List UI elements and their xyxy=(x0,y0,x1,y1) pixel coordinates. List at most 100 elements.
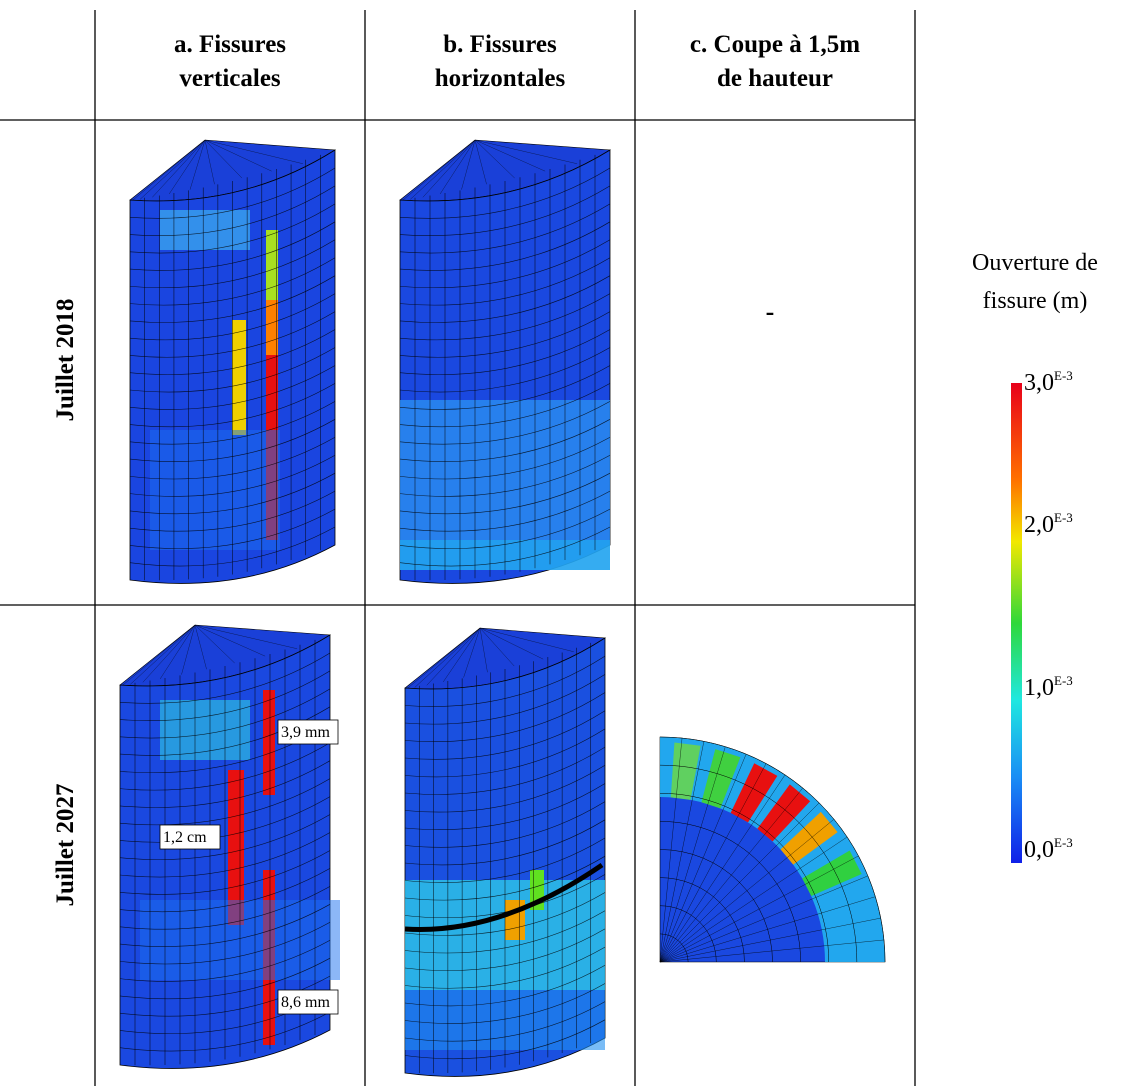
mesh-line xyxy=(129,454,336,497)
mesh-line xyxy=(130,624,196,685)
mesh-line xyxy=(659,763,767,963)
mesh-line xyxy=(129,185,336,236)
mesh-line xyxy=(659,738,683,963)
mesh-line xyxy=(399,203,611,254)
mesh-line xyxy=(129,526,336,567)
mesh-line xyxy=(129,221,336,271)
mesh-line xyxy=(119,760,331,808)
mesh-line xyxy=(659,787,803,963)
mesh-line xyxy=(659,875,868,963)
mesh-line xyxy=(426,627,481,686)
tick-exp: E-3 xyxy=(1054,510,1073,525)
header: a. Fissures verticales xyxy=(174,31,286,92)
annotation: 8,6 mm xyxy=(281,994,330,1011)
mesh-line xyxy=(168,139,206,195)
mesh-line xyxy=(399,508,611,549)
mesh-line xyxy=(399,383,611,428)
mesh-line xyxy=(399,239,611,289)
annotation: 1,2 cm xyxy=(163,829,207,846)
header: c. Coupe à 1,5m de hauteur xyxy=(690,31,860,92)
mesh-line xyxy=(404,746,606,795)
mesh-line xyxy=(129,311,336,358)
mesh-line xyxy=(129,257,336,306)
mesh-line xyxy=(404,928,606,971)
mesh-line xyxy=(399,329,611,375)
mesh-line xyxy=(399,257,611,306)
mesh-line xyxy=(404,801,606,848)
mesh-line xyxy=(402,139,476,201)
mesh-line xyxy=(407,627,481,689)
mesh-line xyxy=(152,139,206,198)
mesh-line xyxy=(129,490,336,532)
mesh-line xyxy=(119,904,331,947)
mesh-line xyxy=(119,832,331,878)
header: b. Fissures horizontales xyxy=(435,31,566,92)
mesh-line xyxy=(119,868,331,913)
mesh-line xyxy=(399,401,611,445)
row-label: Juillet 2027 xyxy=(52,784,79,907)
mesh-line xyxy=(443,627,481,683)
mesh-line xyxy=(119,957,331,1000)
row-label: Juillet 2018 xyxy=(52,299,79,422)
mesh-line xyxy=(129,383,336,428)
mesh-line xyxy=(474,139,487,185)
mesh-line xyxy=(399,365,611,410)
legend-title: fissure (m) xyxy=(983,288,1088,314)
mesh-line xyxy=(404,1001,606,1042)
mesh-line xyxy=(119,886,331,930)
mesh-line xyxy=(404,855,606,901)
mesh-line xyxy=(159,624,196,680)
images: 3,9 mm 1,2 cm 8,6 mm xyxy=(119,139,886,1077)
mesh-line xyxy=(139,139,206,200)
tick-base: 0,0 xyxy=(1024,837,1054,863)
crack-zone xyxy=(160,210,250,250)
mesh-line xyxy=(204,139,303,164)
mesh-line xyxy=(479,627,544,660)
mesh-line xyxy=(119,939,331,982)
mesh-line xyxy=(129,419,336,462)
mesh-line xyxy=(659,802,820,963)
mesh-line xyxy=(204,139,243,179)
mesh-line xyxy=(189,139,206,190)
mesh-line xyxy=(194,624,266,657)
mesh-line xyxy=(404,692,606,743)
mesh-line xyxy=(119,652,331,704)
mesh-line xyxy=(404,837,606,883)
mesh-line xyxy=(404,892,606,936)
legend-tick: 3,0E-3 xyxy=(1024,368,1073,396)
empty-cell: - xyxy=(766,297,775,326)
mesh-line xyxy=(119,796,331,843)
mesh-line xyxy=(142,624,196,683)
mesh-line xyxy=(404,965,606,1007)
texts: a. Fissures verticales b. Fissures horizon… xyxy=(52,31,1098,906)
mesh-line xyxy=(659,917,881,963)
mesh-line xyxy=(399,454,611,497)
mesh-line xyxy=(461,139,476,190)
mesh-line xyxy=(399,221,611,271)
mesh-line xyxy=(404,765,606,813)
mesh-line xyxy=(129,401,336,445)
crack-zone xyxy=(263,690,275,795)
mesh-line xyxy=(479,627,515,667)
mesh-line xyxy=(404,728,606,778)
crack-zone xyxy=(266,230,278,310)
mesh-line xyxy=(129,203,336,254)
mesh-line xyxy=(479,627,574,652)
mesh-line xyxy=(204,139,215,185)
mesh-line xyxy=(404,910,606,954)
tick-base: 1,0 xyxy=(1024,675,1054,701)
mesh-line xyxy=(399,275,611,323)
mesh-line xyxy=(399,347,611,393)
crack-zone xyxy=(232,320,246,435)
mesh-line xyxy=(129,167,336,219)
mesh-line xyxy=(410,139,476,200)
mesh-line xyxy=(129,472,336,515)
colorbar xyxy=(1011,383,1022,863)
mesh-line xyxy=(129,365,336,410)
mesh-line xyxy=(129,347,336,393)
mesh-line xyxy=(119,814,331,860)
mesh-line xyxy=(204,139,272,172)
annotation-box xyxy=(277,989,339,1015)
mesh-line xyxy=(129,239,336,289)
mesh-line xyxy=(659,746,726,963)
